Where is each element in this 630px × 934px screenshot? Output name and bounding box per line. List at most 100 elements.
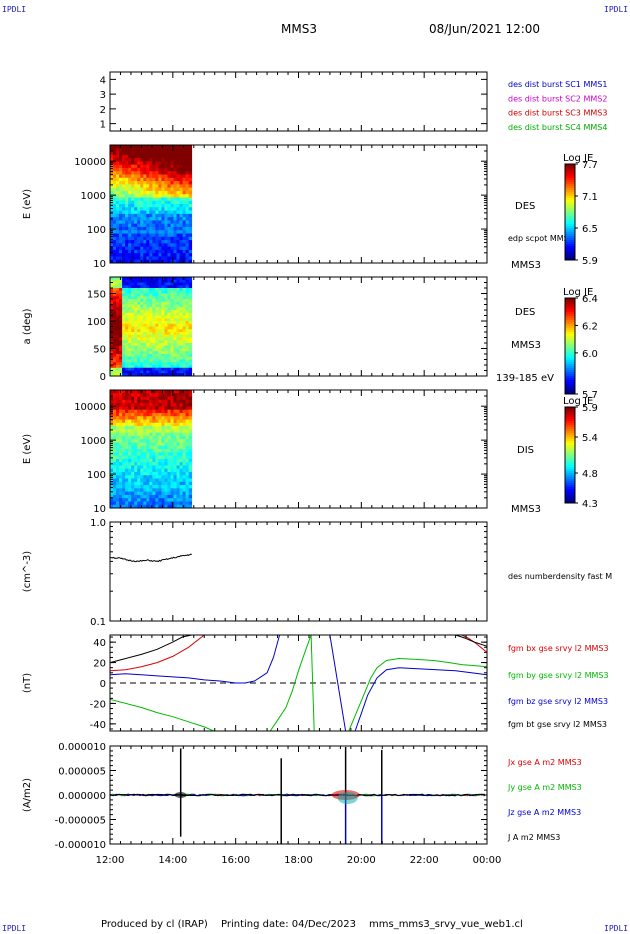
spectrogram-cell: [167, 326, 171, 330]
spectrogram-cell: [140, 345, 144, 349]
spectrogram-cell: [143, 471, 147, 476]
spectrogram-cell: [164, 259, 168, 264]
spectrogram-cell: [185, 452, 190, 456]
spectrogram-cell: [158, 432, 162, 437]
spectrogram-cell: [122, 373, 126, 377]
spectrogram-cell: [173, 310, 177, 314]
spectrogram-cell: [149, 158, 153, 162]
spectrogram-cell: [116, 442, 120, 447]
spectrogram-cell: [173, 230, 177, 234]
spectrogram-cell: [110, 233, 114, 238]
spectrogram-cell: [170, 370, 174, 374]
spectrogram-cell: [161, 223, 165, 228]
spectrogram-cell: [164, 491, 168, 496]
spectrogram-cell: [128, 145, 132, 149]
spectrogram-cell: [164, 449, 168, 453]
spectrogram-cell: [125, 151, 129, 156]
spectrogram-cell: [128, 435, 132, 440]
spectrogram-cell: [113, 365, 117, 369]
spectrogram-cell: [122, 315, 126, 319]
spectrogram-cell: [155, 243, 159, 248]
spectrogram-cell: [179, 290, 184, 294]
colorbar-swatch: [565, 441, 575, 444]
spectrogram-cell: [128, 259, 132, 264]
spectrogram-cell: [113, 207, 117, 211]
spectrogram-cell: [116, 439, 120, 443]
spectrogram-cell: [149, 362, 153, 366]
spectrogram-cell: [179, 246, 184, 251]
y-tick-label: 1: [100, 120, 106, 131]
spectrogram-cell: [125, 315, 129, 319]
spectrogram-cell: [155, 409, 159, 414]
spectrogram-cell: [128, 494, 132, 499]
spectrogram-cell: [143, 204, 147, 208]
spectrogram-cell: [140, 223, 144, 228]
spectrogram-cell: [167, 197, 171, 202]
spectrogram-cell: [110, 359, 114, 363]
spectrogram-cell: [134, 282, 138, 286]
spectrogram-cell: [146, 259, 150, 264]
spectrogram-cell: [134, 481, 138, 486]
spectrogram-cell: [167, 478, 171, 483]
spectrogram-cell: [128, 171, 132, 175]
spectrogram-cell: [125, 207, 129, 211]
spectrogram-cell: [176, 452, 180, 456]
spectrogram-cell: [146, 223, 150, 228]
y-tick-label: 20: [93, 659, 106, 670]
spectrogram-cell: [125, 174, 129, 179]
spectrogram-cell: [149, 279, 153, 283]
spectrogram-cell: [125, 226, 129, 231]
spectrogram-cell: [185, 177, 190, 182]
spectrogram-cell: [119, 151, 123, 156]
colorbar-swatch: [565, 178, 575, 181]
spectrogram-cell: [140, 356, 144, 360]
spectrogram-cell: [170, 194, 174, 198]
spectrogram-cell: [116, 223, 120, 228]
spectrogram-cell: [185, 301, 190, 305]
colorbar-swatch: [565, 471, 575, 474]
spectrogram-cell: [125, 334, 129, 338]
spectrogram-cell: [155, 213, 159, 218]
spectrogram-cell: [125, 220, 129, 225]
spectrogram-cell: [182, 223, 187, 228]
spectrogram-cell: [146, 429, 150, 434]
spectrogram-cell: [164, 399, 168, 404]
spectrogram-cell: [125, 485, 129, 489]
spectrogram-cell: [143, 164, 147, 169]
spectrogram-cell: [149, 148, 153, 152]
spectrogram-cell: [164, 412, 168, 417]
colorbar-swatch: [565, 433, 575, 436]
spectrogram-cell: [185, 253, 190, 257]
spectrogram-cell: [164, 343, 168, 347]
spectrogram-cell: [179, 259, 184, 264]
spectrogram-cell: [173, 351, 177, 355]
spectrogram-cell: [149, 236, 153, 241]
spectrogram-cell: [125, 409, 129, 414]
spectrogram-cell: [185, 293, 190, 297]
spectrogram-cell: [155, 177, 159, 182]
spectrogram-cell: [119, 213, 123, 218]
spectrogram-cell: [164, 359, 168, 363]
spectrogram-cell: [131, 161, 135, 166]
spectrogram-cell: [131, 356, 135, 360]
spectrogram-cell: [140, 301, 144, 305]
spectrogram-cell: [185, 498, 190, 502]
spectrogram-cell: [116, 337, 120, 341]
time-tick-label: 14:00: [158, 855, 187, 866]
spectrogram-cell: [143, 233, 147, 238]
spectrogram-cell: [173, 498, 177, 502]
spectrogram-cell: [152, 403, 156, 407]
spectrogram-cell: [164, 485, 168, 489]
spectrogram-cell: [143, 167, 147, 172]
spectrogram-cell: [161, 478, 165, 483]
spectrogram-cell: [179, 494, 184, 499]
spectrogram-cell: [122, 504, 126, 509]
colorbar-swatch: [565, 164, 575, 167]
colorbar-swatch: [565, 218, 575, 221]
spectrogram-cell: [134, 326, 138, 330]
spectrogram-cell: [146, 356, 150, 360]
spectrogram-cell: [125, 445, 129, 450]
spectrogram-cell: [122, 288, 126, 292]
spectrogram-cell: [152, 471, 156, 476]
spectrogram-cell: [140, 504, 144, 509]
